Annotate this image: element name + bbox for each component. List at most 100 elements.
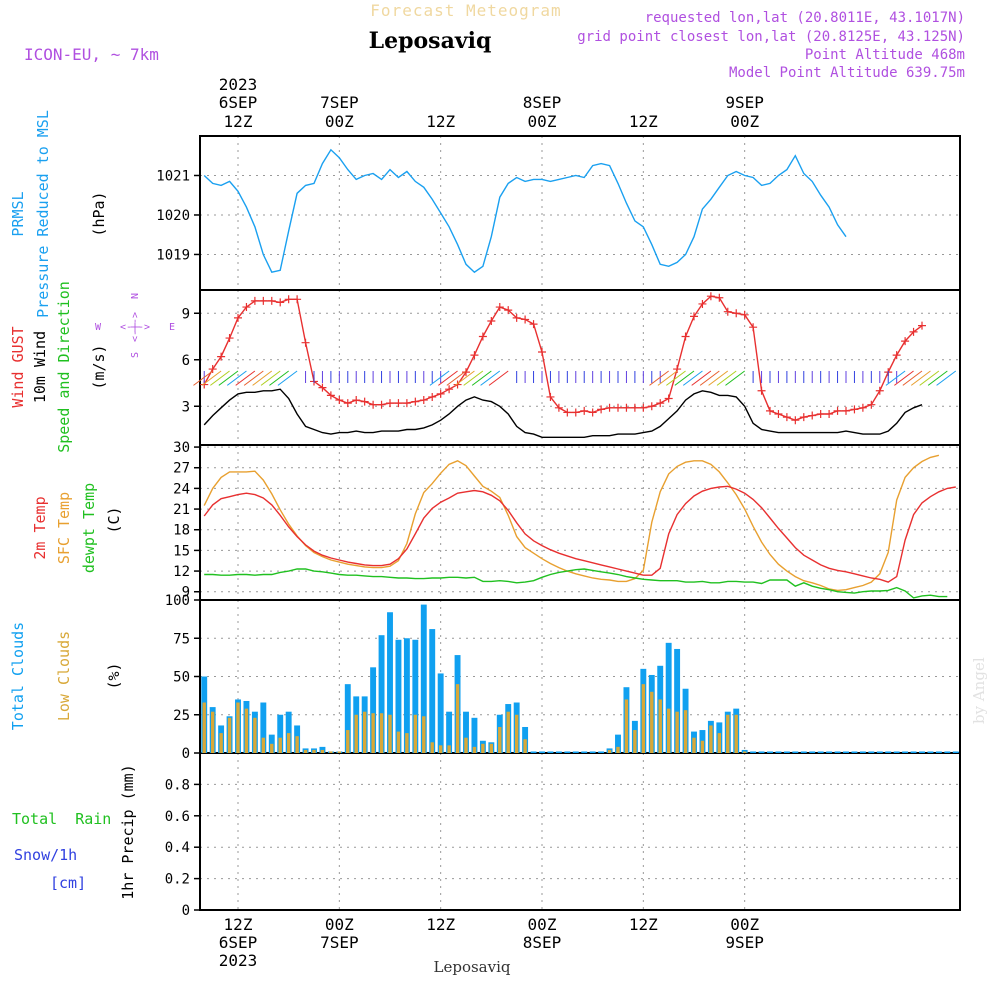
total-cloud-bar: [420, 604, 427, 753]
low-cloud-bar: [371, 713, 375, 753]
pressure-label-msl: Pressure Reduced to MSL: [34, 110, 52, 318]
gust-marker: [377, 400, 386, 409]
time-axis-label-bottom: 9SEP: [725, 933, 764, 952]
time-axis-label-top: 00Z: [325, 112, 354, 131]
total-cloud-bar: [775, 751, 782, 753]
total-cloud-bar: [260, 702, 267, 753]
gust-marker: [774, 410, 783, 418]
total-cloud-bar: [851, 751, 858, 753]
wind-direction-arrow: [438, 370, 458, 386]
precip-label-cm: [cm]: [50, 874, 86, 892]
y-tick-label: 0.2: [165, 872, 190, 888]
gust-marker: [749, 323, 758, 332]
wind-direction-arrow: [446, 370, 467, 386]
low-cloud-bar: [295, 736, 299, 753]
wind-direction-arrow: [716, 370, 737, 386]
gust-marker: [833, 406, 842, 415]
gust-marker: [495, 303, 504, 312]
gust-marker: [858, 403, 867, 412]
low-cloud-bar: [303, 749, 308, 753]
gust-marker: [259, 296, 268, 305]
wind-label-10m: 10m Wind: [31, 331, 49, 403]
time-axis-label-bottom: 00Z: [730, 915, 759, 934]
total-cloud-bar: [809, 751, 816, 753]
total-cloud-bar: [910, 751, 917, 753]
gust-marker: [217, 352, 226, 361]
gust-marker: [656, 399, 665, 408]
cloud-label-low: Low Clouds: [55, 631, 73, 721]
y-tick-label: 0.6: [165, 809, 190, 825]
gust-line: [203, 295, 923, 421]
cloud-label-total: Total Clouds: [9, 622, 27, 730]
gust-marker: [419, 396, 428, 405]
requested-coords: requested lon,lat (20.8011E, 43.1017N): [645, 10, 965, 26]
footer-location: Leposaviq: [434, 958, 511, 976]
low-cloud-bar: [650, 691, 654, 753]
total-cloud-bar: [767, 751, 773, 753]
temp-unit: (C): [105, 506, 123, 533]
time-axis-label-bottom: 2023: [219, 951, 258, 970]
wind-direction-arrow: [454, 370, 475, 386]
gust-marker: [318, 383, 327, 392]
wind-compass: N <-|-> S W E <-|->: [95, 293, 175, 358]
gust-marker: [875, 386, 884, 395]
gust-marker: [326, 391, 335, 400]
low-cloud-bar: [523, 739, 527, 753]
gust-marker: [580, 406, 589, 415]
gust-marker: [723, 307, 732, 316]
low-cloud-bar: [413, 714, 418, 753]
total-cloud-bar: [935, 751, 942, 753]
y-tick-label: 21: [173, 502, 190, 518]
gust-marker: [757, 386, 766, 395]
low-cloud-bar: [286, 733, 291, 753]
low-cloud-bar: [270, 743, 274, 753]
gust-marker: [394, 399, 403, 408]
gust-marker: [681, 332, 690, 341]
low-cloud-bar: [312, 749, 316, 753]
time-axis-label-top: 6SEP: [219, 93, 258, 112]
total-cloud-bar: [463, 711, 469, 753]
precip-label-rain: Total Rain: [12, 810, 111, 828]
total-cloud-bar: [885, 751, 892, 753]
dewpt-line: [204, 568, 948, 599]
watermark: by Angel: [970, 657, 988, 724]
low-cloud-bar: [624, 699, 629, 753]
total-cloud-bar: [902, 751, 909, 753]
total-cloud-bar: [581, 751, 588, 753]
wind-direction-arrow: [649, 370, 669, 386]
gust-marker: [487, 317, 496, 325]
compass-e: E: [169, 322, 175, 333]
low-cloud-bar: [447, 745, 451, 753]
gust-marker: [234, 313, 242, 322]
total-cloud-bar: [471, 717, 478, 753]
y-tick-label: 25: [173, 708, 190, 724]
gust-marker: [808, 411, 817, 420]
point-altitude: Point Altitude 468m: [805, 47, 965, 63]
wind-direction-arrow: [657, 370, 678, 386]
wind-direction-arrow: [471, 370, 492, 386]
temp-label-dew: dewpt Temp: [80, 483, 98, 573]
low-cloud-bar: [709, 725, 713, 753]
wind-unit: (m/s): [90, 344, 108, 389]
gust-marker: [909, 327, 918, 336]
gust-marker: [512, 313, 521, 322]
total-cloud-bar: [547, 751, 554, 753]
wind-direction-arrow: [894, 370, 914, 386]
gust-marker: [428, 392, 437, 401]
gust-marker: [918, 321, 926, 330]
wind-direction-arrow: [269, 370, 289, 386]
low-cloud-bar: [455, 684, 460, 753]
gust-marker: [369, 400, 378, 409]
y-tick-label: 0: [182, 903, 190, 919]
wind-direction-arrow: [927, 370, 948, 386]
gust-marker: [521, 315, 530, 324]
low-cloud-bar: [219, 733, 223, 753]
total-cloud-bar: [834, 751, 841, 753]
low-cloud-bar: [692, 737, 696, 753]
gust-marker: [453, 380, 462, 389]
y-tick-label: 30: [173, 440, 190, 456]
gust-marker: [335, 396, 344, 405]
low-cloud-bar: [396, 731, 401, 753]
wind-direction-arrow: [691, 370, 712, 386]
total-cloud-bar: [378, 635, 385, 753]
